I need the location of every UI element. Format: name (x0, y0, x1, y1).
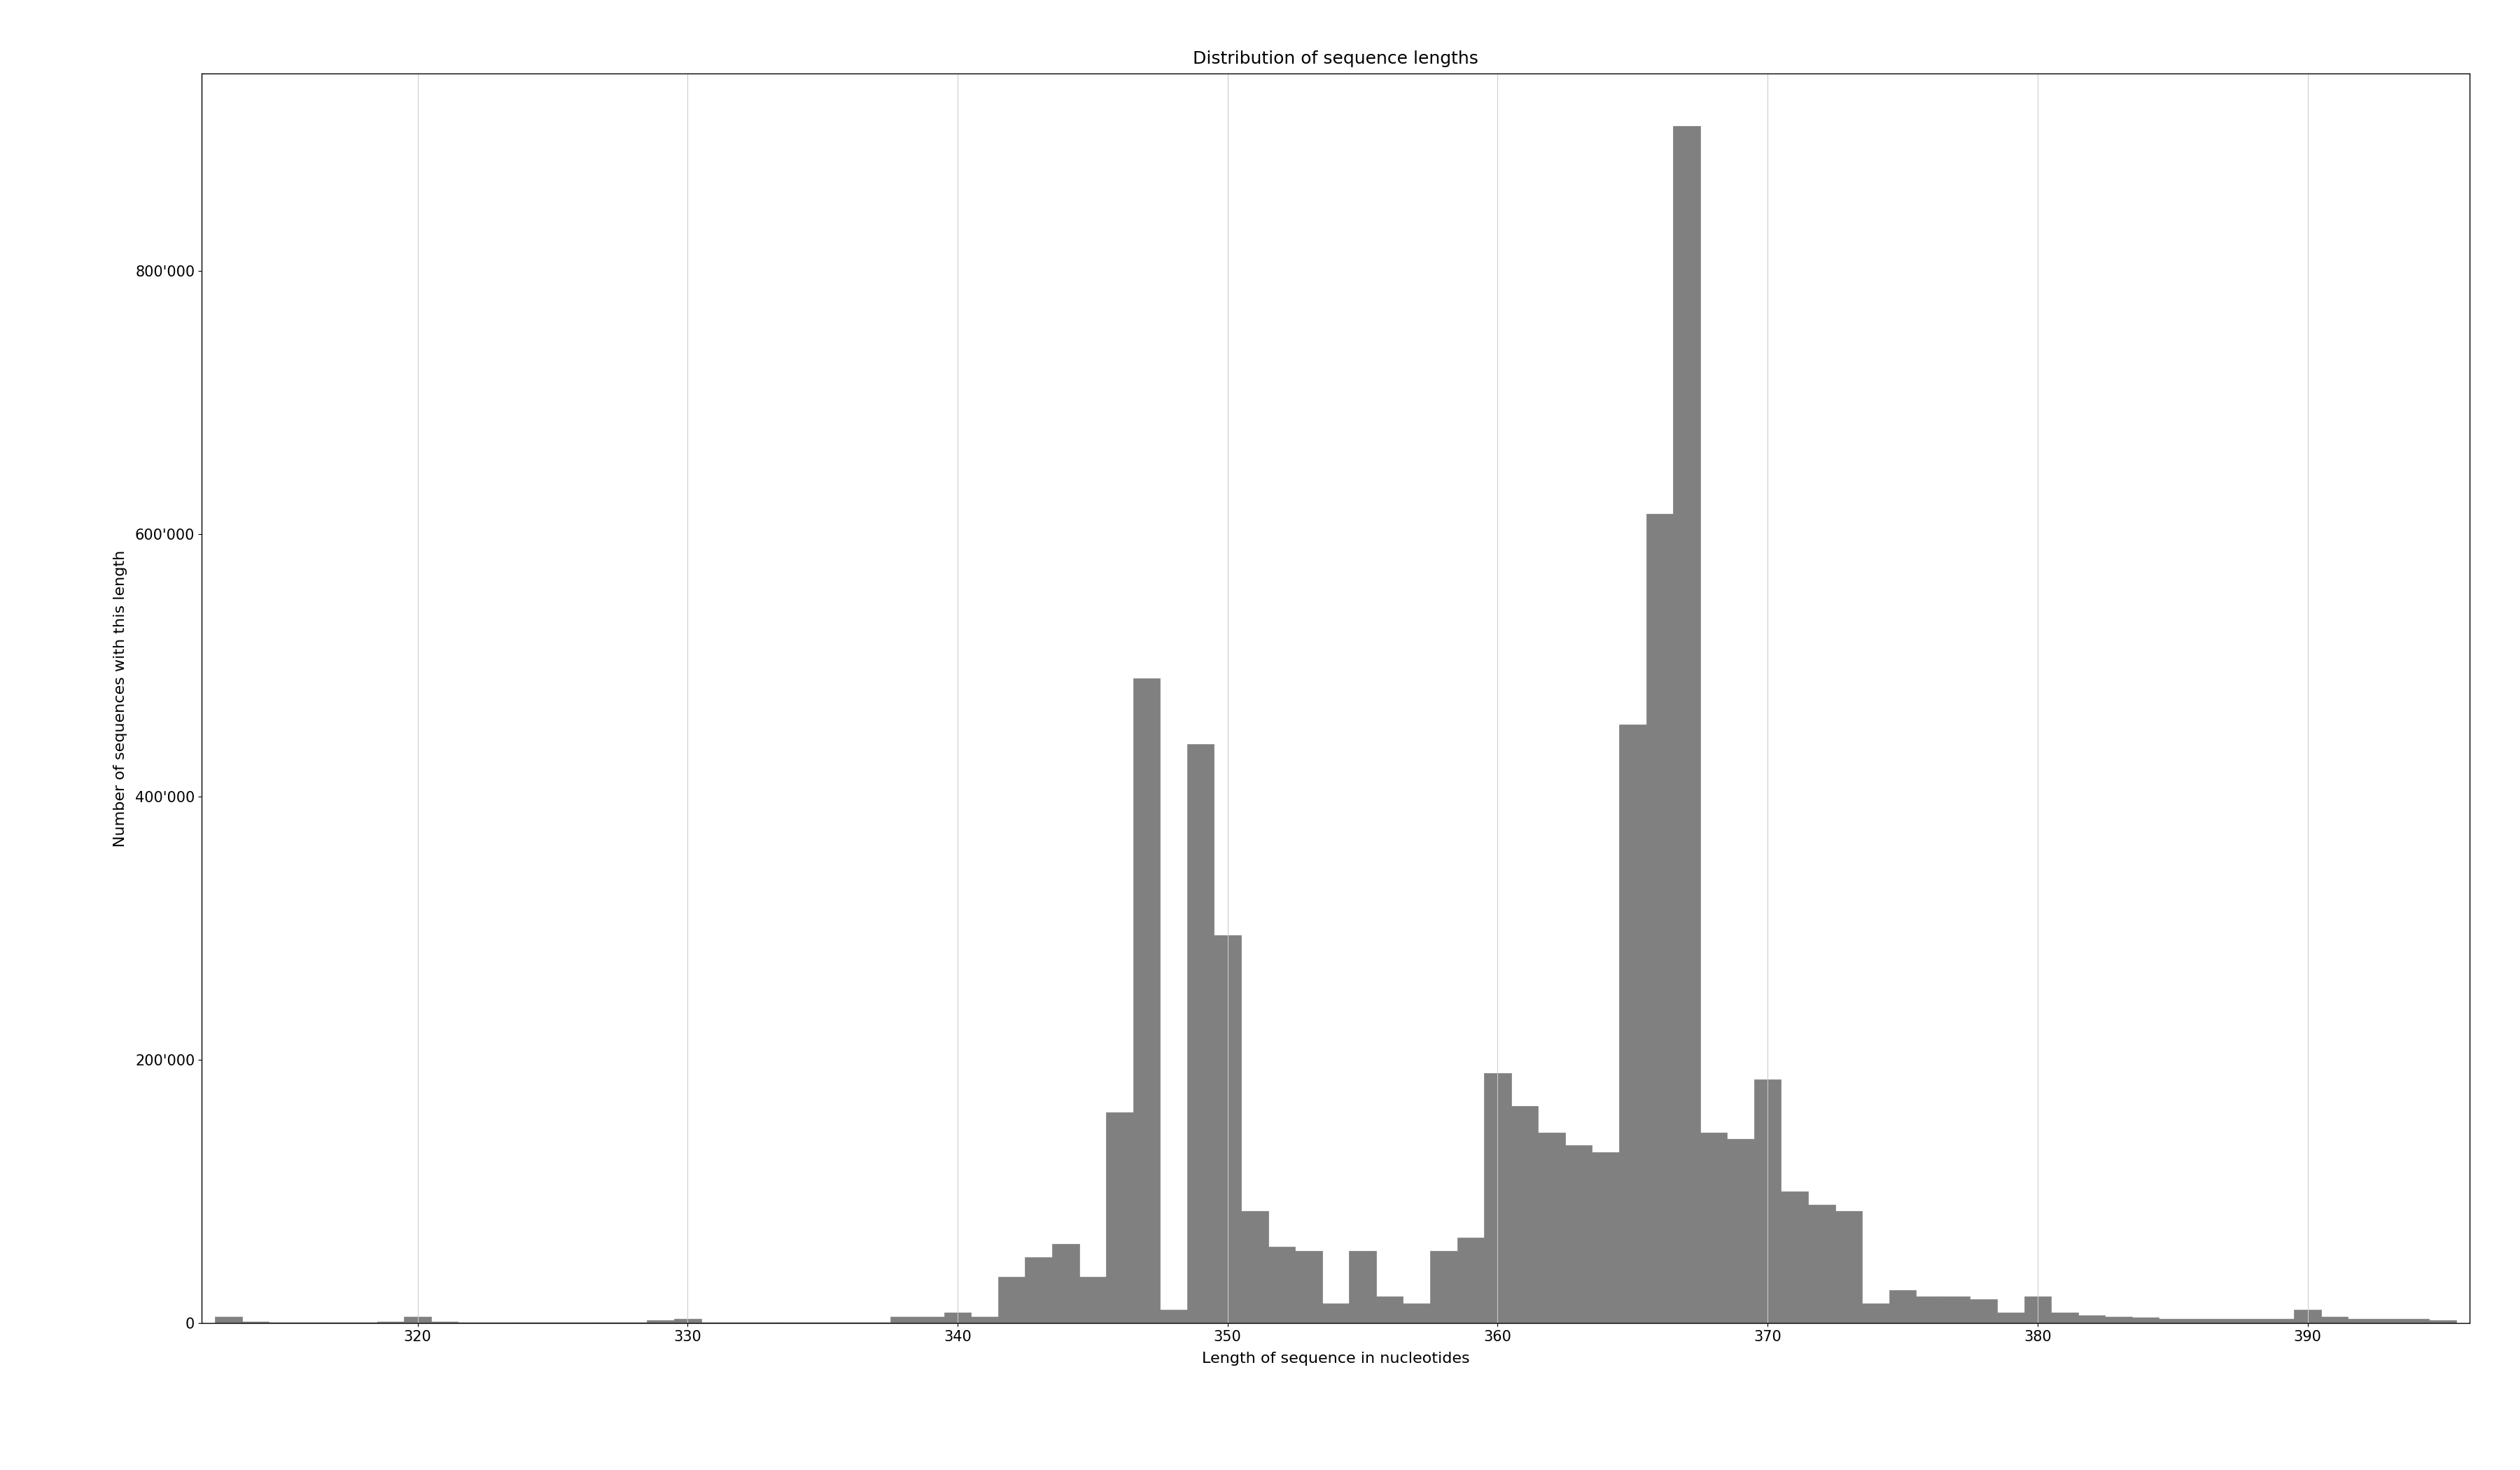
Bar (1348, 1251, 1376, 1323)
Bar (1565, 1145, 1593, 1323)
Y-axis label: Number of sequences with this length: Number of sequences with this length (113, 550, 126, 847)
Bar (1187, 744, 1215, 1323)
Bar (1996, 1313, 2024, 1323)
Bar (214, 1317, 242, 1323)
Bar (1512, 1105, 1537, 1323)
Bar (2374, 1319, 2402, 1323)
Bar (1295, 1251, 1323, 1323)
Bar (1726, 1139, 1754, 1323)
Bar (890, 1317, 917, 1323)
Bar (2321, 1317, 2349, 1323)
Bar (1890, 1291, 1915, 1323)
Bar (1404, 1304, 1429, 1323)
Bar (1673, 126, 1701, 1323)
Bar (1484, 1073, 1512, 1323)
Bar (1701, 1132, 1726, 1323)
Bar (1376, 1297, 1404, 1323)
Bar (403, 1317, 431, 1323)
Bar (1646, 514, 1673, 1323)
Title: Distribution of sequence lengths: Distribution of sequence lengths (1192, 50, 1479, 68)
Bar (2240, 1319, 2268, 1323)
Bar (1159, 1310, 1187, 1323)
Bar (2349, 1319, 2374, 1323)
Bar (1971, 1299, 1996, 1323)
Bar (1943, 1297, 1971, 1323)
X-axis label: Length of sequence in nucleotides: Length of sequence in nucleotides (1202, 1351, 1469, 1366)
Bar (1782, 1192, 1807, 1323)
Bar (917, 1317, 945, 1323)
Bar (648, 1320, 673, 1323)
Bar (1079, 1277, 1106, 1323)
Bar (2402, 1319, 2429, 1323)
Bar (675, 1319, 701, 1323)
Bar (1134, 679, 1159, 1323)
Bar (1862, 1304, 1890, 1323)
Bar (1915, 1297, 1943, 1323)
Bar (1537, 1132, 1565, 1323)
Bar (945, 1313, 970, 1323)
Bar (1809, 1204, 1835, 1323)
Bar (1835, 1211, 1862, 1323)
Bar (2429, 1320, 2457, 1323)
Bar (2187, 1319, 2213, 1323)
Bar (1618, 725, 1646, 1323)
Bar (1268, 1247, 1295, 1323)
Bar (2024, 1297, 2051, 1323)
Bar (1026, 1257, 1051, 1323)
Bar (1323, 1304, 1348, 1323)
Bar (2051, 1313, 2079, 1323)
Bar (1106, 1113, 1134, 1323)
Bar (2079, 1316, 2104, 1323)
Bar (1593, 1152, 1618, 1323)
Bar (2160, 1319, 2185, 1323)
Bar (2293, 1310, 2321, 1323)
Bar (2213, 1319, 2240, 1323)
Bar (2104, 1317, 2132, 1323)
Bar (2132, 1317, 2160, 1323)
Bar (1215, 935, 1240, 1323)
Bar (2268, 1319, 2293, 1323)
Bar (1754, 1079, 1782, 1323)
Bar (998, 1277, 1026, 1323)
Bar (1457, 1238, 1484, 1323)
Bar (1431, 1251, 1457, 1323)
Bar (1240, 1211, 1268, 1323)
Bar (1053, 1244, 1079, 1323)
Bar (970, 1317, 998, 1323)
